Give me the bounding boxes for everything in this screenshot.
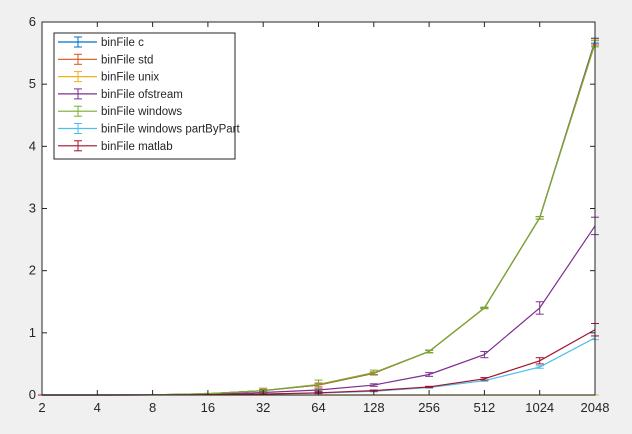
legend-label: binFile matlab <box>101 141 173 153</box>
x-tick-label: 1024 <box>525 400 554 415</box>
x-tick-label: 512 <box>474 400 496 415</box>
y-tick-label: 4 <box>29 138 36 153</box>
legend-label: binFile std <box>101 54 153 66</box>
error-bar <box>535 301 544 315</box>
legend-item: binFile windows <box>58 105 182 118</box>
legend-item: binFile unix <box>58 71 159 84</box>
x-tick-label: 32 <box>256 400 270 415</box>
error-bar <box>425 349 434 354</box>
legend-item: binFile c <box>58 36 144 49</box>
error-bar <box>369 383 378 387</box>
y-tick-label: 3 <box>29 201 36 216</box>
y-tick-label: 6 <box>29 14 36 29</box>
legend-item: binFile ofstream <box>58 88 183 101</box>
y-tick-label: 5 <box>29 76 36 91</box>
error-bar <box>535 216 544 220</box>
legend-label: binFile unix <box>101 72 159 84</box>
error-bar <box>480 350 489 359</box>
x-tick-label: 4 <box>94 400 101 415</box>
legend: binFile c binFile std binFile unix binFile … <box>53 32 241 160</box>
y-tick-label: 2 <box>29 263 36 278</box>
error-bar <box>425 372 434 377</box>
x-tick-label: 16 <box>201 400 215 415</box>
error-bar <box>535 357 544 365</box>
x-tick-label: 64 <box>311 400 325 415</box>
error-bar <box>480 306 489 310</box>
x-tick-label: 2048 <box>581 400 610 415</box>
error-bar <box>480 377 489 381</box>
x-tick-label: 256 <box>418 400 440 415</box>
legend-item: binFile matlab <box>58 140 173 153</box>
x-tick-label: 128 <box>363 400 385 415</box>
legend-item: binFile windows partByPart <box>58 123 241 136</box>
x-tick-label: 8 <box>149 400 156 415</box>
legend-box <box>53 32 236 160</box>
error-bar <box>314 379 323 390</box>
legend-label: binFile ofstream <box>101 89 183 101</box>
legend-item: binFile std <box>58 53 153 66</box>
error-bar <box>369 369 378 376</box>
y-tick-label: 0 <box>29 387 36 402</box>
legend-label: binFile windows <box>101 106 182 118</box>
x-tick-label: 2 <box>38 400 45 415</box>
error-bar <box>425 385 434 389</box>
error-bar <box>535 365 544 369</box>
legend-label: binFile c <box>101 37 144 49</box>
y-tick-label: 1 <box>29 325 36 340</box>
legend-label: binFile windows partByPart <box>101 124 241 136</box>
axes: 2 4 8 16 32 64 128 256 512 1024 2048 0 1 2 3 4 5 6 <box>29 14 610 415</box>
